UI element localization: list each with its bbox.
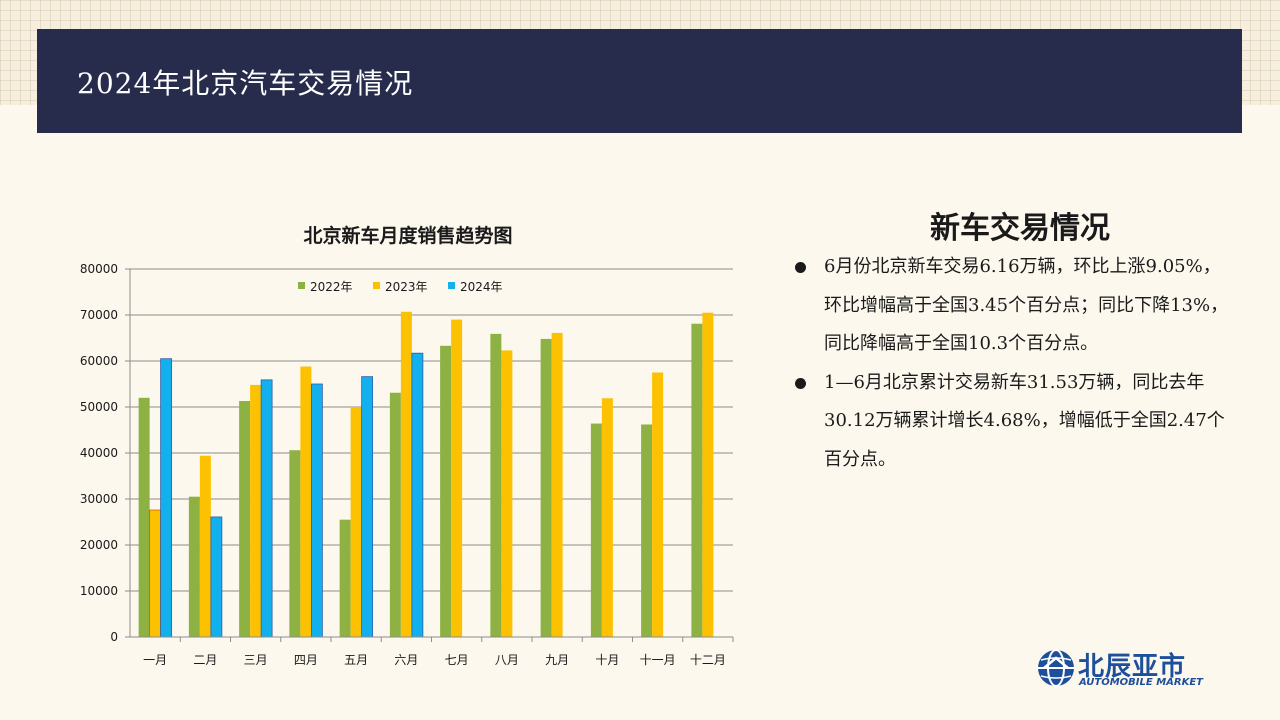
- bar-2022年-十二月: [691, 323, 703, 637]
- x-tick-label: 十一月: [640, 653, 676, 667]
- header-bar: 2024年北京汽车交易情况: [37, 29, 1242, 133]
- bar-2024年-四月: [310, 383, 323, 638]
- bar-2023年-十月: [601, 398, 613, 637]
- legend-label: 2024年: [460, 280, 503, 294]
- bar-2023年-四月: [300, 366, 312, 637]
- x-tick-label: 十月: [595, 653, 619, 667]
- y-tick-label: 10000: [80, 584, 118, 598]
- bar-2023年-十一月: [652, 372, 664, 637]
- y-tick-label: 70000: [80, 308, 118, 322]
- bar-2023年-二月: [199, 455, 211, 637]
- bullet-item: 6月份北京新车交易6.16万辆，环比上涨9.05%，环比增幅高于全国3.45个百…: [795, 248, 1235, 364]
- x-tick-label: 六月: [394, 653, 418, 667]
- section-title: 新车交易情况: [930, 211, 1110, 246]
- bar-2022年-八月: [490, 333, 502, 637]
- bar-2023年-一月: [149, 509, 162, 638]
- x-tick-label: 二月: [193, 653, 217, 667]
- legend-label: 2022年: [310, 280, 353, 294]
- bar-2022年-六月: [389, 392, 401, 637]
- logo-name: 北辰亚市: [1078, 652, 1187, 682]
- y-tick-label: 40000: [80, 446, 118, 460]
- bar-2024年-三月: [260, 379, 273, 638]
- x-tick-label: 三月: [244, 653, 268, 667]
- x-tick-label: 四月: [294, 653, 318, 667]
- x-tick-label: 七月: [445, 653, 469, 667]
- bar-2023年-九月: [551, 332, 563, 637]
- bullet-list: 6月份北京新车交易6.16万辆，环比上涨9.05%，环比增幅高于全国3.45个百…: [795, 248, 1235, 479]
- x-tick-label: 一月: [143, 653, 167, 667]
- bar-2024年-一月: [160, 358, 173, 638]
- y-tick-label: 0: [110, 630, 118, 644]
- sales-bar-chart: 北京新车月度销售趋势图 0 10000 20000 30000 40000 50000 600…: [80, 224, 734, 667]
- legend-swatch: [448, 282, 455, 289]
- bar-2023年-十二月: [702, 312, 714, 637]
- bar-2024年-二月: [210, 516, 223, 638]
- logo-subtitle: AUTOMOBILE MARKET: [1079, 677, 1204, 688]
- bar-2023年-七月: [451, 319, 463, 637]
- bar-2024年-六月: [411, 352, 424, 638]
- bar-2022年-一月: [138, 397, 150, 637]
- bar-2022年-九月: [540, 338, 552, 637]
- bar-2022年-十月: [590, 423, 602, 637]
- bullet-dot-icon: [795, 377, 806, 389]
- bar-2022年-三月: [239, 401, 251, 637]
- bullet-item: 1—6月北京累计交易新车31.53万辆，同比去年30.12万辆累计增长4.68%…: [795, 364, 1235, 480]
- bar-2023年-六月: [400, 311, 412, 637]
- y-tick-label: 60000: [80, 354, 118, 368]
- bullet-text: 1—6月北京累计交易新车31.53万辆，同比去年30.12万辆累计增长4.68%…: [824, 371, 1225, 470]
- legend-label: 2023年: [385, 280, 428, 294]
- y-tick-label: 50000: [80, 400, 118, 414]
- bullet-dot-icon: [795, 262, 806, 273]
- globe-logo-icon: [1038, 649, 1074, 687]
- page-title: 2024年北京汽车交易情况: [77, 67, 414, 100]
- bar-2022年-七月: [440, 345, 452, 637]
- bar-2024年-五月: [361, 376, 374, 638]
- bar-2023年-三月: [250, 384, 262, 637]
- y-tick-label: 20000: [80, 538, 118, 552]
- x-tick-label: 五月: [344, 653, 368, 667]
- y-tick-label: 30000: [80, 492, 118, 506]
- company-logo: 北辰亚市 AUTOMOBILE MARKET: [1036, 646, 1216, 690]
- y-tick-label: 80000: [80, 262, 118, 276]
- legend-swatch: [373, 282, 380, 289]
- x-tick-label: 十二月: [690, 653, 726, 667]
- bar-2022年-二月: [188, 496, 200, 637]
- bullet-text: 6月份北京新车交易6.16万辆，环比上涨9.05%，环比增幅高于全国3.45个百…: [824, 256, 1229, 354]
- bar-2023年-八月: [501, 350, 513, 637]
- bar-2022年-四月: [289, 450, 301, 637]
- bar-2022年-十一月: [641, 424, 653, 637]
- chart-title: 北京新车月度销售趋势图: [303, 224, 512, 247]
- legend-swatch: [298, 282, 305, 289]
- x-tick-label: 九月: [545, 653, 569, 667]
- bar-2022年-五月: [339, 519, 351, 637]
- x-tick-label: 八月: [495, 653, 519, 667]
- bar-2023年-五月: [350, 407, 362, 637]
